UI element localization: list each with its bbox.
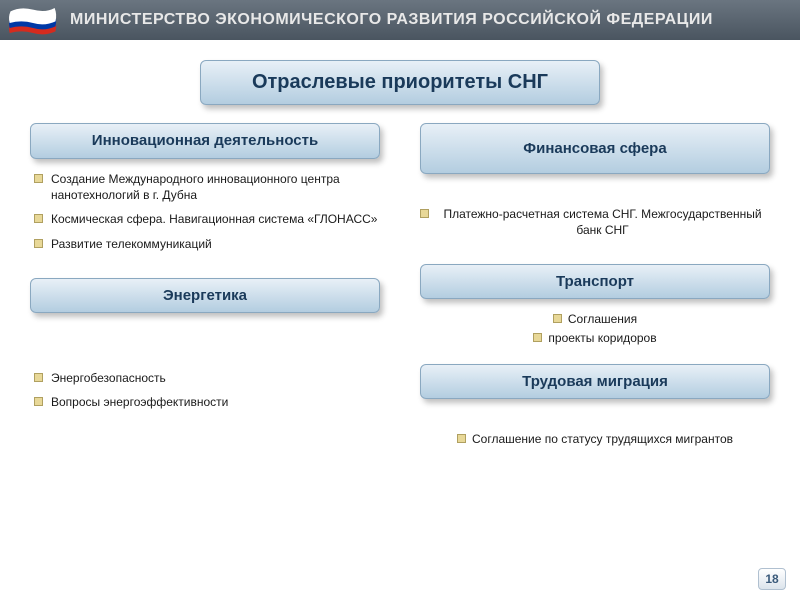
migration-bullets: Соглашение по статусу трудящихся мигрант… [420,431,770,455]
sector-innovation: Инновационная деятельность [30,123,380,159]
sector-transport: Транспорт [420,264,770,299]
bullet-icon [553,314,562,323]
bullet-icon [533,333,542,342]
bullet-text: Соглашения [568,311,637,327]
list-item: Соглашение по статусу трудящихся мигрант… [420,431,770,447]
energy-bullets: Энергобезопасность Вопросы энергоэффекти… [30,370,380,418]
right-column: Финансовая сфера Платежно-расчетная сист… [420,123,770,473]
bullet-text: Развитие телекоммуникаций [51,236,212,252]
transport-bullets: Соглашения проекты коридоров [420,311,770,353]
bullet-text: Соглашение по статусу трудящихся мигрант… [472,431,733,447]
bullet-icon [34,239,43,248]
header-bar: МИНИСТЕРСТВО ЭКОНОМИЧЕСКОГО РАЗВИТИЯ РОС… [0,0,800,40]
finance-bullets: Платежно-расчетная система СНГ. Межгосуд… [420,206,770,246]
page-number: 18 [758,568,786,590]
content-grid: Инновационная деятельность Создание Межд… [0,123,800,473]
header-title: МИНИСТЕРСТВО ЭКОНОМИЧЕСКОГО РАЗВИТИЯ РОС… [70,11,713,29]
list-item: проекты коридоров [420,330,770,346]
bullet-text: Энергобезопасность [51,370,166,386]
bullet-text: Вопросы энергоэффективности [51,394,228,410]
list-item: Космическая сфера. Навигационная система… [34,211,380,227]
bullet-icon [34,397,43,406]
list-item: Развитие телекоммуникаций [34,236,380,252]
bullet-icon [34,174,43,183]
list-item: Платежно-расчетная система СНГ. Межгосуд… [420,206,770,238]
russia-flag-icon [8,6,58,40]
sector-migration: Трудовая миграция [420,364,770,399]
bullet-icon [34,214,43,223]
bullet-text: Создание Международного инновационного ц… [51,171,380,203]
bullet-icon [457,434,466,443]
innovation-bullets: Создание Международного инновационного ц… [30,171,380,260]
list-item: Создание Международного инновационного ц… [34,171,380,203]
bullet-text: Космическая сфера. Навигационная система… [51,211,377,227]
bullet-icon [34,373,43,382]
sector-finance: Финансовая сфера [420,123,770,174]
list-item: Вопросы энергоэффективности [34,394,380,410]
sector-energy: Энергетика [30,278,380,313]
bullet-icon [420,209,429,218]
list-item: Соглашения [420,311,770,327]
bullet-text: проекты коридоров [548,330,656,346]
list-item: Энергобезопасность [34,370,380,386]
left-column: Инновационная деятельность Создание Межд… [30,123,380,473]
main-title: Отраслевые приоритеты СНГ [200,60,600,105]
bullet-text: Платежно-расчетная система СНГ. Межгосуд… [435,206,770,238]
